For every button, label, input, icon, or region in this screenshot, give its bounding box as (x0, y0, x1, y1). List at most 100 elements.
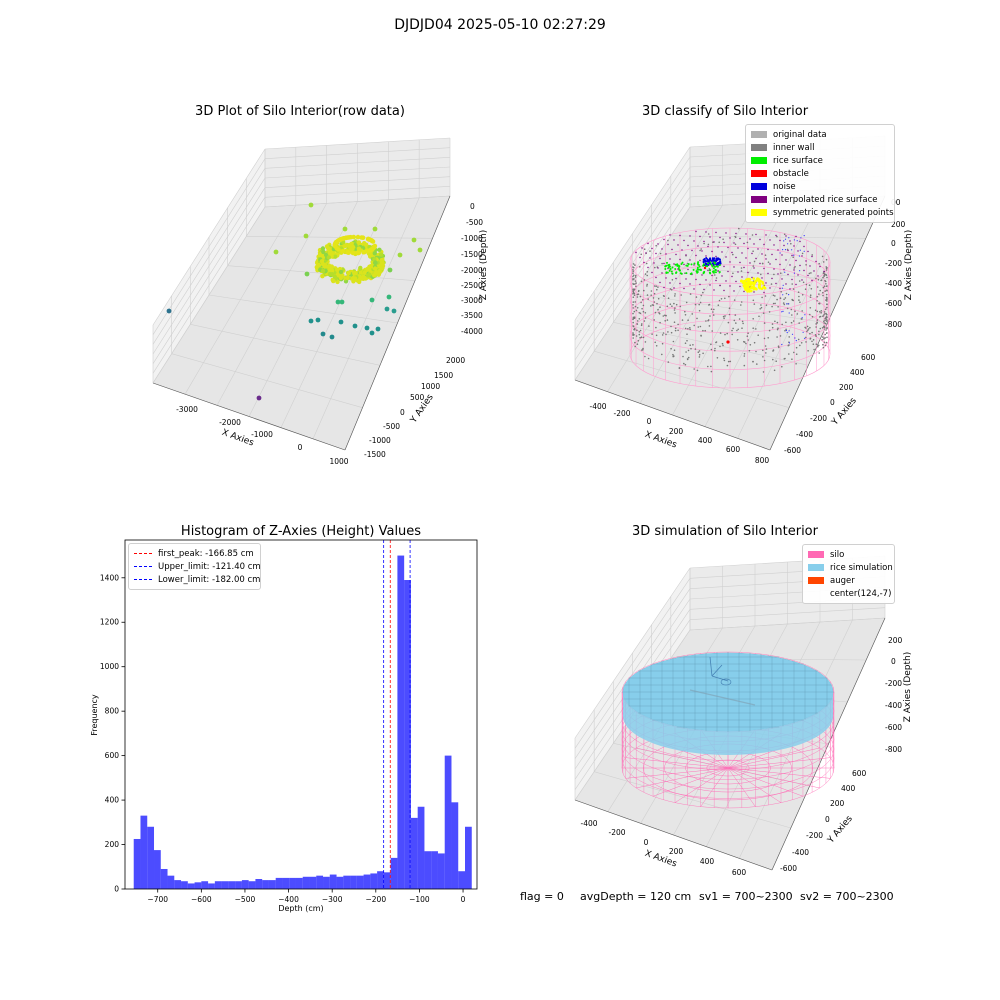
wall-point (738, 227, 740, 230)
wall-point (743, 353, 746, 355)
wall-point (650, 305, 652, 307)
rice-point (668, 263, 671, 266)
wall-point (826, 276, 828, 279)
wall-point (776, 235, 778, 238)
rice-point (677, 264, 680, 267)
wall-point (702, 352, 704, 355)
rice-point (718, 264, 721, 266)
wall-point (707, 365, 709, 368)
histogram-bar (383, 872, 391, 889)
interp-point (671, 248, 673, 251)
wall-point (640, 336, 643, 339)
wall-point (710, 348, 713, 351)
data-point (374, 270, 380, 275)
wall-point (641, 323, 643, 325)
wall-point (671, 279, 674, 281)
wall-point (689, 327, 691, 329)
interp-point (811, 279, 813, 282)
chart2-legend: original data inner wall rice surface ob… (745, 124, 895, 223)
wall-point (734, 235, 736, 238)
wall-point (632, 337, 634, 339)
wall-point (633, 327, 636, 330)
wall-point (633, 292, 636, 295)
noise-point (793, 272, 795, 274)
wall-point (749, 344, 752, 346)
noise-point (781, 311, 783, 313)
legend-line (134, 553, 152, 554)
interp-point (777, 273, 779, 275)
histogram-bar (390, 857, 398, 889)
wall-point (762, 371, 765, 373)
wall-point (740, 301, 743, 303)
interp-point (699, 283, 701, 286)
wall-point (677, 323, 679, 326)
wall-point (734, 243, 737, 246)
interp-point (771, 277, 773, 280)
wall-point (728, 295, 730, 298)
wall-point (686, 358, 689, 360)
wall-point (825, 273, 827, 276)
silo-spoke (625, 767, 729, 779)
wall-point (723, 317, 725, 320)
interp-point (743, 242, 745, 245)
chart4-rice-surface (622, 652, 834, 755)
wall-point (816, 300, 818, 302)
interp-point (737, 247, 739, 249)
wall-point (816, 295, 818, 298)
wall-point (656, 302, 658, 305)
wall-point (825, 293, 828, 296)
wall-point (646, 283, 648, 286)
wall-point (788, 344, 790, 346)
interp-point (759, 238, 761, 241)
rice-point (667, 266, 670, 269)
interp-point (667, 243, 669, 246)
wall-point (684, 310, 686, 313)
legend-label: obstacle (773, 168, 809, 179)
chart1-ytick: -1500 (364, 450, 386, 459)
interp-point (733, 266, 735, 268)
data-point (379, 252, 384, 257)
chart4-xtick: -400 (580, 819, 597, 828)
interp-point (789, 288, 791, 290)
interp-point (647, 266, 649, 269)
interp-point (687, 268, 689, 271)
wall-point (712, 311, 714, 313)
wall-point (825, 296, 828, 299)
gridline (670, 235, 866, 239)
wall-point (821, 338, 823, 341)
wall-point (642, 347, 644, 350)
wall-point (736, 329, 738, 332)
chart1-xtick: -1000 (251, 430, 273, 439)
chart4-ytick: -200 (806, 831, 823, 840)
wall-point (811, 315, 814, 318)
chart4-ztick: -200 (885, 679, 902, 688)
chart1-ytick: 0 (400, 408, 405, 417)
wall-point (776, 321, 779, 324)
histogram-bar (221, 881, 229, 889)
interp-point (695, 254, 697, 257)
symmetric-point (742, 284, 746, 288)
data-point (355, 250, 361, 256)
noise-point (781, 343, 783, 346)
wall-point (715, 277, 718, 279)
wall-point (765, 348, 768, 350)
wall-point (685, 301, 688, 304)
rice-ridge (689, 689, 756, 706)
wall-point (647, 357, 650, 360)
silo-spoke (727, 757, 831, 769)
legend-entry-interpolated: interpolated rice surface (751, 193, 889, 206)
wall-point (799, 301, 801, 304)
interp-point (759, 262, 761, 265)
wall-point (772, 350, 774, 352)
wall-point (752, 299, 755, 302)
legend-entry-obstacle: obstacle (751, 167, 889, 180)
interp-point (663, 238, 665, 241)
chart2-ztick: -400 (885, 279, 902, 288)
interp-point (787, 273, 789, 276)
data-point (357, 279, 362, 285)
wall-point (794, 266, 796, 268)
interp-point (737, 271, 739, 273)
gridline (264, 195, 451, 208)
data-point (345, 275, 350, 281)
x-tick-label: −600 (191, 895, 212, 904)
